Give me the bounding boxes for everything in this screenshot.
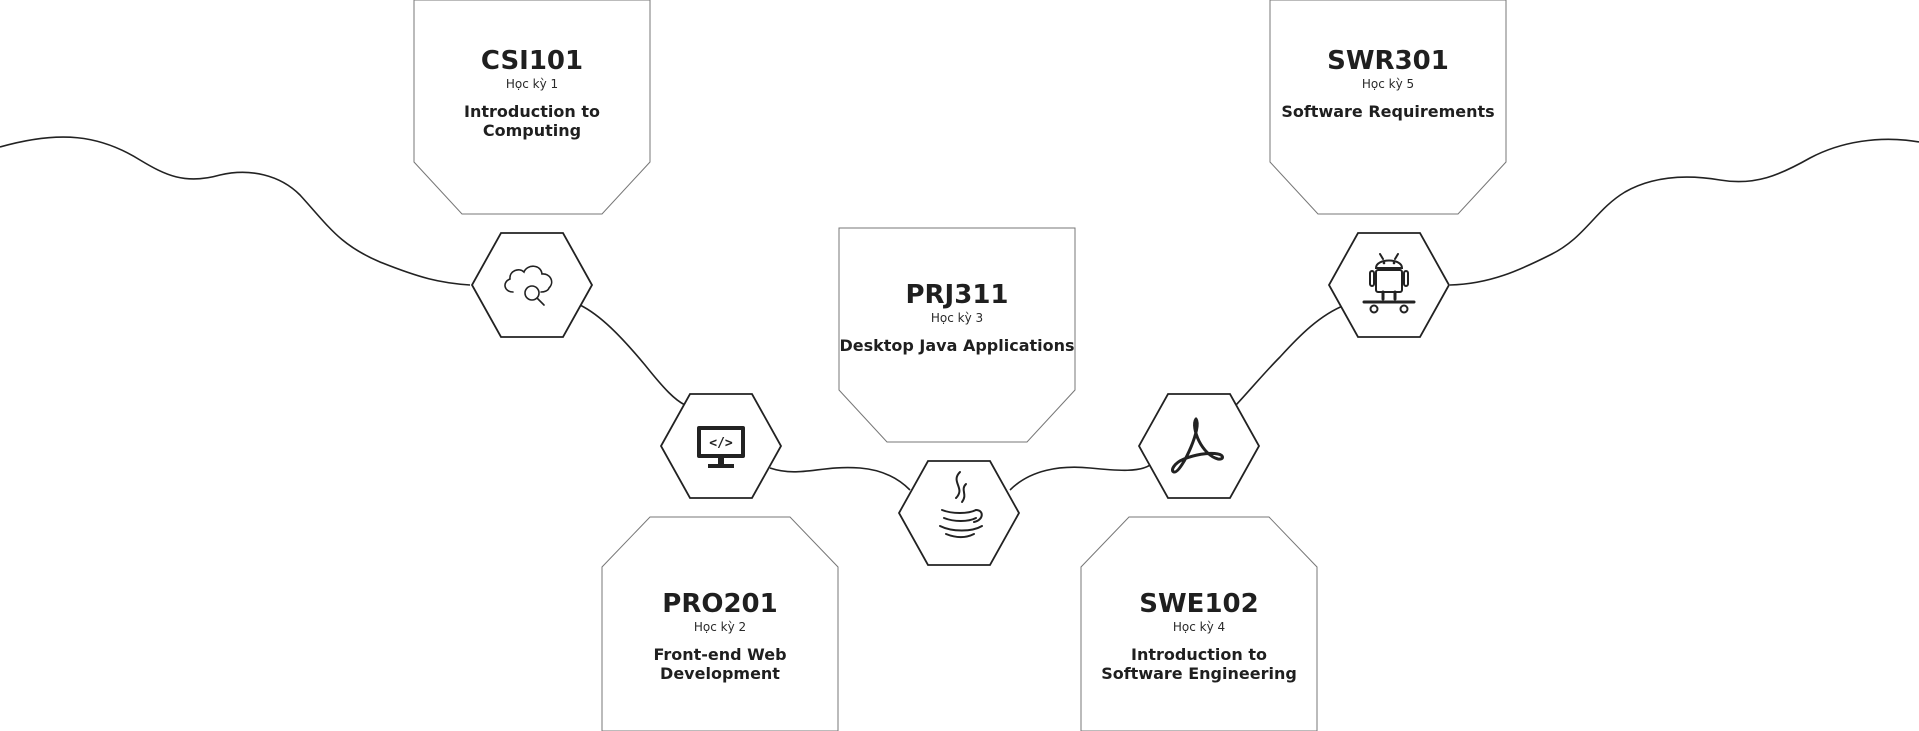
course-card-pro201: PRO201 Học kỳ 2 Front-end Web Developmen… xyxy=(601,515,839,731)
course-semester: Học kỳ 2 xyxy=(693,620,747,634)
course-card-swe102: SWE102 Học kỳ 4 Introduction to Software… xyxy=(1080,515,1318,731)
hex-node-swe102 xyxy=(1137,393,1261,499)
course-card-prj311: PRJ311 Học kỳ 3 Desktop Java Application… xyxy=(838,227,1076,444)
course-semester: Học kỳ 4 xyxy=(1172,620,1226,634)
course-name: Introduction to Software Engineering xyxy=(1101,645,1297,683)
course-card-swr301: SWR301 Học kỳ 5 Software Requirements xyxy=(1269,0,1507,216)
monitor-code-icon: </> xyxy=(697,426,745,468)
hex-node-prj311 xyxy=(897,460,1021,566)
hex-node-swr301 xyxy=(1327,232,1451,338)
hex-node-pro201: </> xyxy=(659,393,783,499)
pdf-acrobat-icon xyxy=(1170,417,1224,474)
course-code: PRJ311 xyxy=(905,280,1009,310)
course-name: Front-end Web Development xyxy=(653,645,787,683)
hex-node-csi101 xyxy=(470,232,594,338)
course-semester: Học kỳ 3 xyxy=(930,311,984,325)
svg-text:</>: </> xyxy=(709,436,733,451)
course-card-csi101: CSI101 Học kỳ 1 Introduction to Computin… xyxy=(413,0,651,216)
course-semester: Học kỳ 1 xyxy=(505,77,559,91)
cloud-search-icon xyxy=(504,265,553,306)
course-name: Desktop Java Applications xyxy=(839,336,1075,355)
course-name: Software Requirements xyxy=(1281,102,1495,121)
course-code: CSI101 xyxy=(480,46,584,76)
course-semester: Học kỳ 5 xyxy=(1361,77,1415,91)
course-code: SWE102 xyxy=(1139,589,1259,619)
java-icon xyxy=(939,471,983,538)
course-name: Introduction to Computing xyxy=(464,102,600,140)
course-code: PRO201 xyxy=(662,589,778,619)
course-code: SWR301 xyxy=(1327,46,1449,76)
android-skateboard-icon xyxy=(1362,253,1416,314)
